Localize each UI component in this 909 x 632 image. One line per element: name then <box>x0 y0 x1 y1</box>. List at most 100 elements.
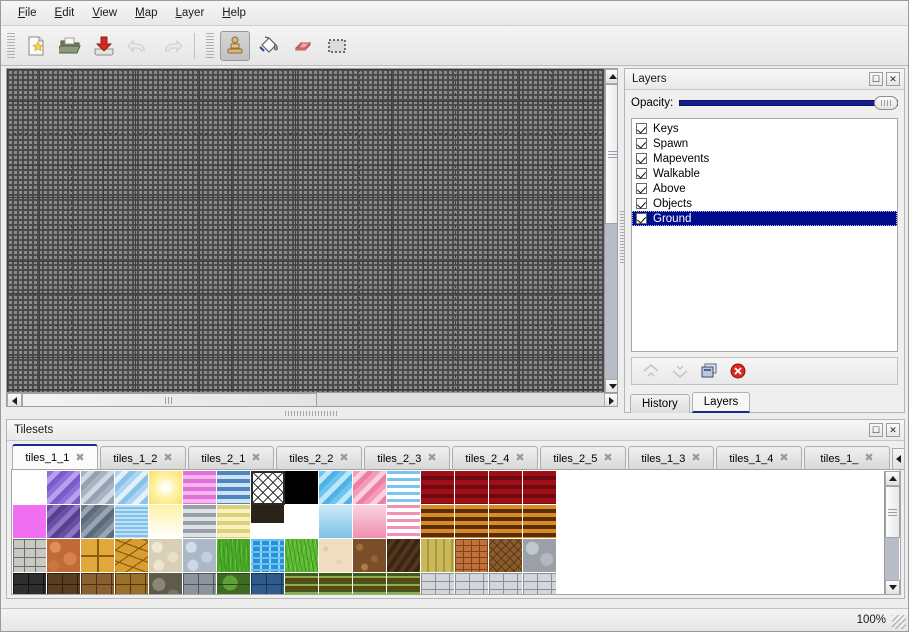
tileset-vertical-scroll-thumb[interactable] <box>885 486 900 538</box>
tile-pink-light[interactable] <box>353 505 387 539</box>
map-scroll-left-button[interactable] <box>7 393 22 406</box>
select-tool-button[interactable] <box>322 31 352 61</box>
tile-brown-gravel[interactable] <box>353 539 387 573</box>
map-grid[interactable] <box>7 69 604 394</box>
close-tab-icon[interactable]: ✖ <box>691 452 701 464</box>
tile-white-brick[interactable] <box>455 573 489 594</box>
menu-file[interactable]: File <box>9 4 46 22</box>
tile-brick-orange[interactable] <box>455 539 489 573</box>
close-tab-icon[interactable]: ✖ <box>251 452 261 464</box>
redo-button[interactable] <box>157 31 187 61</box>
tile-brown-brick-wall[interactable] <box>47 573 81 594</box>
tile-gold-crack[interactable] <box>115 539 149 573</box>
close-icon[interactable]: ✕ <box>886 423 900 437</box>
tile-orange-wood-stripe[interactable] <box>489 505 523 539</box>
layer-visibility-checkbox[interactable] <box>636 213 647 224</box>
tile-grey-diagonal-dark[interactable] <box>81 505 115 539</box>
layer-visibility-checkbox[interactable] <box>636 153 647 164</box>
tile-stone-grey[interactable] <box>523 539 557 573</box>
tileset-tab-tiles_2_4[interactable]: tiles_2_4 ✖ <box>452 446 538 470</box>
tile-green-grass[interactable] <box>285 539 319 573</box>
layer-row[interactable]: Mapevents <box>632 151 897 166</box>
tool-group-drag-handle[interactable] <box>206 32 214 59</box>
dock-tab-layers[interactable]: Layers <box>691 392 751 413</box>
tileset-tab-tiles_2_3[interactable]: tiles_2_3 ✖ <box>364 446 450 470</box>
tile-yellow-stripes[interactable] <box>217 505 251 539</box>
map-vertical-scroll-thumb[interactable] <box>605 84 617 224</box>
tile-red-curtain[interactable] <box>523 471 557 505</box>
layer-visibility-checkbox[interactable] <box>636 168 647 179</box>
tile-tan-brick-wall[interactable] <box>81 573 115 594</box>
float-window-icon[interactable]: ☐ <box>869 423 883 437</box>
tileset-scroll-down-button[interactable] <box>885 580 900 594</box>
tile-pink-diagonal[interactable] <box>353 471 387 505</box>
menu-help[interactable]: Help <box>213 4 255 22</box>
tileset-tab-tiles_2_5[interactable]: tiles_2_5 ✖ <box>540 446 626 470</box>
tileset-tab-tiles_1_1[interactable]: tiles_1_1 ✖ <box>12 444 98 470</box>
menu-map[interactable]: Map <box>126 4 166 22</box>
tile-grey-stripes[interactable] <box>183 505 217 539</box>
layer-visibility-checkbox[interactable] <box>636 123 647 134</box>
tile-orange-pebble[interactable] <box>47 539 81 573</box>
tile-blue-cobble[interactable] <box>183 539 217 573</box>
opacity-slider[interactable] <box>679 95 898 111</box>
close-tab-icon[interactable]: ✖ <box>779 452 789 464</box>
tile-grey-diagonal[interactable] <box>81 471 115 505</box>
move-layer-down-button[interactable] <box>667 359 693 383</box>
tile-orange-wood-stripe[interactable] <box>421 505 455 539</box>
layer-visibility-checkbox[interactable] <box>636 138 647 149</box>
tile-red-curtain[interactable] <box>455 471 489 505</box>
tile-yellow-fade[interactable] <box>149 505 183 539</box>
close-tab-icon[interactable]: ✖ <box>163 452 173 464</box>
tile-red-curtain[interactable] <box>489 471 523 505</box>
tileset-tab-tiles_2_2[interactable]: tiles_2_2 ✖ <box>276 446 362 470</box>
tile-dark-brick-wall[interactable] <box>13 573 47 594</box>
map-canvas-area[interactable] <box>6 68 618 407</box>
fill-tool-button[interactable] <box>254 31 284 61</box>
tile-green-grass[interactable] <box>217 539 251 573</box>
tile-yellow-glow[interactable] <box>149 471 183 505</box>
tile-purple-diagonal-dark[interactable] <box>47 505 81 539</box>
map-horizontal-scroll-thumb[interactable] <box>22 393 317 406</box>
close-tab-icon[interactable]: ✖ <box>864 452 874 464</box>
menu-view[interactable]: View <box>83 4 126 22</box>
move-layer-up-button[interactable] <box>638 359 664 383</box>
tileset-tab-tiles_2_1[interactable]: tiles_2_1 ✖ <box>188 446 274 470</box>
tile-beige-pebble[interactable] <box>149 539 183 573</box>
tile-dark-sign[interactable] <box>251 505 285 539</box>
vertical-splitter[interactable] <box>618 68 626 407</box>
tile-water-blue[interactable] <box>251 539 285 573</box>
menu-edit[interactable]: Edit <box>46 4 84 22</box>
tile-mossy-wall[interactable] <box>217 573 251 594</box>
tile-grey-brick-wall[interactable] <box>183 573 217 594</box>
map-scroll-up-button[interactable] <box>605 69 617 84</box>
tile-stone-wall[interactable] <box>149 573 183 594</box>
tileset-scroll-up-button[interactable] <box>885 471 900 486</box>
horizontal-splitter[interactable] <box>6 408 618 418</box>
tile-plank-yellow[interactable] <box>421 539 455 573</box>
tile-cyan-light[interactable] <box>319 505 353 539</box>
tile-orange-wood-stripe[interactable] <box>455 505 489 539</box>
close-tab-icon[interactable]: ✖ <box>339 452 349 464</box>
tileset-tile-view[interactable] <box>11 469 901 595</box>
dock-tab-history[interactable]: History <box>630 394 690 413</box>
eraser-tool-button[interactable] <box>288 31 318 61</box>
tileset-tabs-scroll-left-button[interactable] <box>892 448 904 470</box>
tile-white-brick[interactable] <box>523 573 557 594</box>
tile-grey-cobble[interactable] <box>13 539 47 573</box>
tile-sand-beige[interactable] <box>319 539 353 573</box>
tile-white-brick[interactable] <box>489 573 523 594</box>
tileset-tab-tiles_1_3[interactable]: tiles_1_3 ✖ <box>628 446 714 470</box>
undo-button[interactable] <box>123 31 153 61</box>
tile-cyan-diagonal[interactable] <box>319 471 353 505</box>
opacity-slider-handle[interactable] <box>874 96 898 110</box>
map-scroll-right-button[interactable] <box>604 393 617 406</box>
delete-layer-button[interactable] <box>725 359 751 383</box>
close-tab-icon[interactable]: ✖ <box>515 452 525 464</box>
layer-row[interactable]: Above <box>632 181 897 196</box>
open-map-button[interactable] <box>55 31 85 61</box>
toolbar-drag-handle[interactable] <box>7 32 15 59</box>
close-tab-icon[interactable]: ✖ <box>75 451 85 464</box>
tile-magenta-solid[interactable] <box>13 505 47 539</box>
tile-gold-brick-wall[interactable] <box>115 573 149 594</box>
